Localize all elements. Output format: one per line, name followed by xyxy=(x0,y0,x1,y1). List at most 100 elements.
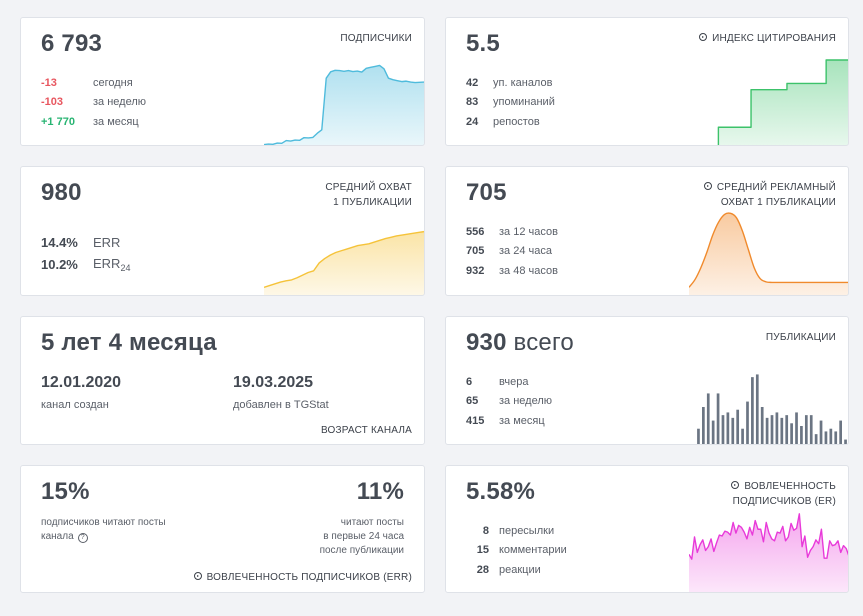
stat-value: 556 xyxy=(466,225,485,238)
caption-text: СРЕДНИЙ РЕКЛАМНЫЙ xyxy=(716,182,836,193)
stat-row: 65 за неделю xyxy=(466,392,552,412)
stat-row: 8 пересылки xyxy=(466,521,567,541)
caption-text: ВОВЛЕЧЕННОСТЬ xyxy=(744,481,836,492)
stat-value: 705 xyxy=(466,245,485,258)
engagement-er-card[interactable]: 5.58% ВОВЛЕЧЕННОСТЬ ПОДПИСЧИКОВ (ER) 8 пер… xyxy=(445,465,849,593)
err-right-desc: читают посты в первые 24 часа после публ… xyxy=(320,516,404,558)
histogram-bar xyxy=(726,412,730,444)
stat-row: 6 вчера xyxy=(466,372,552,392)
desc-line: после публикации xyxy=(319,545,404,556)
sparkline-area xyxy=(718,60,848,145)
ad-reach-stats: 556 за 12 часов 705 за 24 часа 932 за 48 ча… xyxy=(466,222,558,281)
stat-label: за 12 часов xyxy=(499,225,558,238)
posts-histogram xyxy=(697,374,847,444)
histogram-bar xyxy=(770,415,774,444)
subscribers-card[interactable]: 6 793 ПОДПИСЧИКИ -13 сегодня -103 за недел… xyxy=(20,17,425,146)
posts-stats: 6 вчера 65 за неделю 415 за месяц xyxy=(466,372,552,431)
channel-age-card[interactable]: 5 лет 4 месяца 12.01.2020 канал создан 1… xyxy=(20,316,425,445)
ad-reach-sparkline xyxy=(689,212,848,295)
info-icon[interactable] xyxy=(731,481,740,489)
stat-row: 415 за месяц xyxy=(466,411,552,431)
histogram-bar xyxy=(785,415,789,444)
histogram-bar xyxy=(775,412,779,444)
stat-label: за неделю xyxy=(93,96,147,109)
stat-row: -13 сегодня xyxy=(41,73,146,93)
citation-sparkline xyxy=(717,59,848,145)
help-icon[interactable]: ? xyxy=(77,533,88,543)
ad-reach-caption: СРЕДНИЙ РЕКЛАМНЫЙ ОХВАТ 1 ПУБЛИКАЦИИ xyxy=(703,180,836,210)
info-icon[interactable] xyxy=(193,572,202,580)
histogram-bar xyxy=(721,415,725,444)
histogram-bar xyxy=(790,423,793,444)
sparkline-area xyxy=(689,513,848,592)
stat-value: -13 xyxy=(41,76,57,89)
stat-value: 65 xyxy=(466,395,479,408)
desc-line: в первые 24 часа xyxy=(323,531,404,542)
info-icon[interactable] xyxy=(699,33,708,41)
info-icon[interactable] xyxy=(703,182,712,190)
citation-stats: 42 уп. каналов 83 упоминаний 24 репостов xyxy=(466,73,555,132)
err-caption: ВОВЛЕЧЕННОСТЬ ПОДПИСЧИКОВ (ERR) xyxy=(193,570,412,585)
engagement-err-card[interactable]: 15% 11% подписчиков читают посты канала?… xyxy=(20,465,425,593)
stat-row: 28 реакции xyxy=(466,560,567,580)
stat-row: +1 770 за месяц xyxy=(41,112,146,132)
stat-label: реакции xyxy=(499,563,541,576)
posts-caption: ПУБЛИКАЦИИ xyxy=(765,332,836,343)
channel-age-caption: ВОЗРАСТ КАНАЛА xyxy=(320,425,412,436)
added-label: добавлен в TGStat xyxy=(233,399,329,411)
caption-line: ПОДПИСЧИКОВ (ER) xyxy=(732,496,836,507)
citation-card[interactable]: 5.5 ИНДЕКС ЦИТИРОВАНИЯ 42 уп. каналов 83 у… xyxy=(445,17,849,146)
err-row: 14.4% ERR xyxy=(41,231,130,253)
sparkline-line xyxy=(689,513,848,560)
histogram-bar xyxy=(731,417,735,444)
err-value: 14.4% xyxy=(41,234,78,250)
histogram-bar xyxy=(809,415,813,444)
histogram-bar xyxy=(702,407,705,444)
histogram-bar xyxy=(844,439,847,444)
avg-reach-value: 980 xyxy=(41,179,82,206)
err24-label: ERR24 xyxy=(93,256,130,273)
ad-reach-value: 705 xyxy=(466,179,507,206)
stat-value: 6 xyxy=(466,375,473,388)
reach-sparkline xyxy=(264,230,424,295)
subscribers-caption: ПОДПИСЧИКИ xyxy=(340,33,412,44)
channel-age-value: 5 лет 4 месяца xyxy=(41,329,217,356)
desc-line: читают посты xyxy=(340,517,404,528)
desc-text: канала xyxy=(41,531,74,542)
avg-reach-card[interactable]: 980 СРЕДНИЙ ОХВАТ 1 ПУБЛИКАЦИИ 14.4% ERR 1… xyxy=(20,166,425,296)
stat-label: за месяц xyxy=(499,414,545,427)
stat-value: +1 770 xyxy=(41,115,75,128)
caption-line: СРЕДНИЙ РЕКЛАМНЫЙ xyxy=(703,180,836,195)
histogram-bar xyxy=(736,409,740,444)
stat-label: пересылки xyxy=(499,524,555,537)
histogram-bar xyxy=(819,420,823,444)
histogram-bar xyxy=(824,431,828,444)
err-left-value: 15% xyxy=(41,478,90,505)
stat-label: за неделю xyxy=(499,395,553,408)
sparkline-line xyxy=(689,212,848,288)
stat-label: за 48 часов xyxy=(499,264,558,277)
histogram-bar xyxy=(829,428,833,444)
er-value: 5.58% xyxy=(466,478,536,505)
stat-value: 932 xyxy=(466,264,485,277)
histogram-bar xyxy=(716,393,720,444)
stat-value: 24 xyxy=(466,115,479,128)
sparkline-line xyxy=(264,230,424,288)
caption-line: ОХВАТ 1 ПУБЛИКАЦИИ xyxy=(720,197,836,208)
caption-line: 1 ПУБЛИКАЦИИ xyxy=(333,197,412,208)
stat-row: 83 упоминаний xyxy=(466,93,555,113)
subscribers-value: 6 793 xyxy=(41,30,103,57)
stat-label: вчера xyxy=(499,375,529,388)
err24-label-text: ERR xyxy=(93,255,121,271)
posts-card[interactable]: 930 всего ПУБЛИКАЦИИ 6 вчера 65 за неделю … xyxy=(445,316,849,445)
stat-label: за месяц xyxy=(93,115,139,128)
sparkline-area xyxy=(689,213,848,295)
ad-reach-card[interactable]: 705 СРЕДНИЙ РЕКЛАМНЫЙ ОХВАТ 1 ПУБЛИКАЦИИ … xyxy=(445,166,849,296)
stat-value: 42 xyxy=(466,76,479,89)
caption-line: ВОВЛЕЧЕННОСТЬ xyxy=(731,479,836,494)
desc-line: канала? xyxy=(41,530,166,544)
stat-row: 556 за 12 часов xyxy=(466,222,558,242)
histogram-bar xyxy=(804,415,808,444)
histogram-bar xyxy=(760,407,764,444)
histogram-bar xyxy=(814,434,818,444)
